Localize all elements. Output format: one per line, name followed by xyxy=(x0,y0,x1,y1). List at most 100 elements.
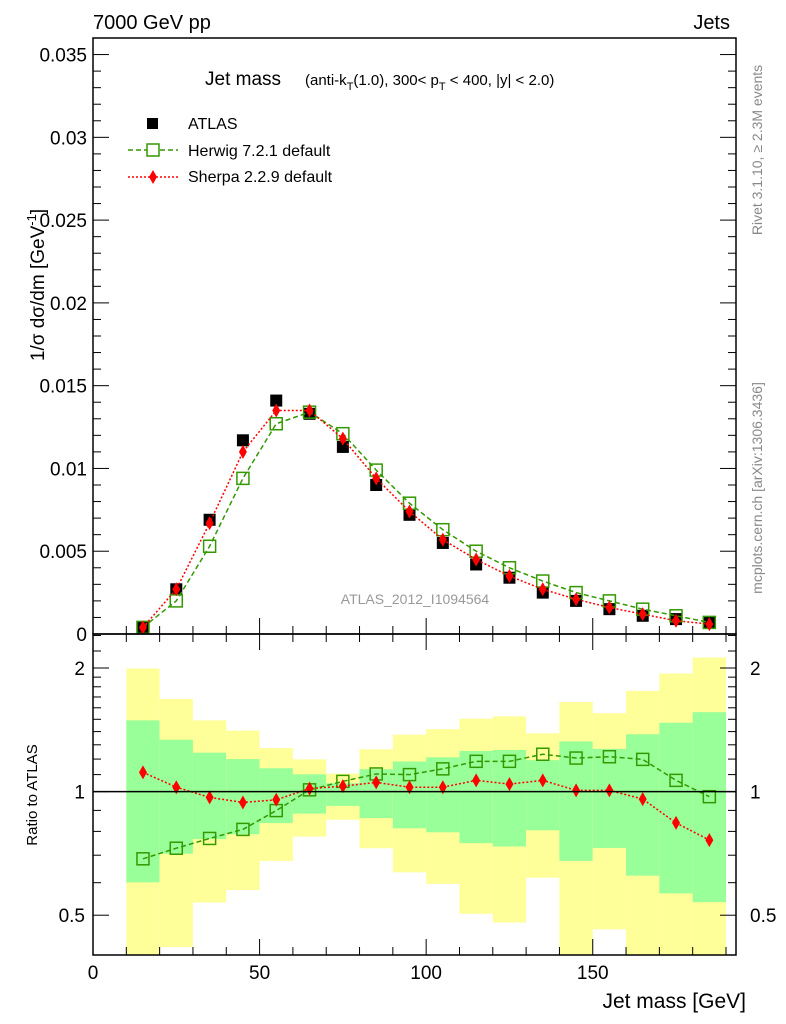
sherpa-point xyxy=(505,569,514,584)
y-tick-label: 0.02 xyxy=(50,294,87,315)
herwig-ratio-point xyxy=(702,789,717,804)
sherpa-point xyxy=(405,504,414,519)
ratio-bands xyxy=(126,657,727,955)
sherpa-point xyxy=(605,600,614,615)
herwig-ratio-point xyxy=(569,751,583,765)
sherpa-ratio-point xyxy=(672,815,681,830)
legend: ATLAS Herwig 7.2.1 default Sherpa 2.2.9 … xyxy=(128,116,333,186)
herwig-ratio-point xyxy=(602,749,617,764)
herwig-ratio-point xyxy=(502,754,517,769)
sherpa-ratio-point xyxy=(605,783,614,798)
sherpa-point xyxy=(705,617,714,632)
x-tick-label: 0 xyxy=(88,963,99,984)
header-right: Jets xyxy=(693,12,730,34)
sherpa-point xyxy=(538,582,547,597)
y-tick-label: 0.005 xyxy=(39,542,87,563)
inner-band-bin xyxy=(559,741,593,861)
legend-atlas-label: ATLAS xyxy=(188,116,238,133)
herwig-ratio-point xyxy=(669,773,683,788)
x-tick-label: 150 xyxy=(577,963,609,984)
legend-herwig-marker xyxy=(146,143,160,157)
inner-band-bin xyxy=(526,760,560,831)
herwig-ratio-point xyxy=(436,762,450,776)
ratio-frame xyxy=(92,633,737,956)
inner-band-bin xyxy=(426,757,460,833)
analysis-watermark: ATLAS_2012_I1094564 xyxy=(341,591,490,607)
sherpa-ratio-point xyxy=(172,780,181,795)
sherpa-ratio-point xyxy=(205,790,214,805)
data-marks xyxy=(136,394,717,866)
legend-sherpa-marker xyxy=(149,170,157,184)
inner-band-bin xyxy=(692,712,727,903)
sherpa-ratio-point xyxy=(405,780,414,795)
sherpa-point xyxy=(372,471,381,486)
inner-band-bin xyxy=(392,761,427,829)
herwig-point xyxy=(202,539,217,554)
sherpa-ratio-point xyxy=(372,775,381,790)
sherpa-point xyxy=(238,444,247,459)
sherpa-ratio-point xyxy=(505,777,514,792)
herwig-ratio-point xyxy=(635,752,650,767)
sherpa-ratio-point xyxy=(438,780,447,795)
y-tick-label: 0 xyxy=(76,625,87,646)
herwig-ratio-point xyxy=(469,754,483,769)
herwig-ratio-point xyxy=(536,747,550,761)
inner-band-bin xyxy=(459,750,493,844)
sherpa-point xyxy=(638,607,647,622)
y-tick-label: 0.015 xyxy=(39,377,87,398)
herwig-point xyxy=(269,416,283,431)
sherpa-ratio-point xyxy=(638,792,647,807)
plot-title-sub: (anti-kT(1.0), 300< pT < 400, |y| < 2.0) xyxy=(305,72,554,93)
inner-band-bin xyxy=(159,739,193,854)
legend-herwig-label: Herwig 7.2.1 default xyxy=(188,143,331,160)
atlas-point xyxy=(336,440,349,453)
rivet-label: Rivet 3.1.10, ≥ 2.3M events xyxy=(749,65,765,235)
x-tick-label: 50 xyxy=(249,963,270,984)
y-axis-label: 1/σ dσ/dm [GeV-1] xyxy=(24,209,49,361)
sherpa-point xyxy=(472,552,481,567)
sherpa-point xyxy=(138,620,147,635)
y-tick-label: 0.03 xyxy=(50,128,87,149)
sherpa-ratio-point xyxy=(238,795,247,810)
herwig-ratio-point xyxy=(202,831,217,846)
y-tick-label: 0.01 xyxy=(50,459,87,480)
sherpa-point xyxy=(205,516,214,531)
ratio-y-tick-label-right: 1 xyxy=(750,783,761,804)
inner-band-bin xyxy=(592,748,627,848)
legend-atlas-marker xyxy=(147,118,158,129)
sherpa-point xyxy=(338,431,347,446)
x-axis-label: Jet mass [GeV] xyxy=(602,990,746,1013)
sherpa-ratio-point xyxy=(138,765,147,780)
mcplots-label: mcplots.cern.ch [arXiv:1306.3436] xyxy=(749,382,765,594)
sherpa-ratio-point xyxy=(705,833,714,848)
herwig-ratio-point xyxy=(169,841,184,855)
sherpa-point xyxy=(305,403,314,418)
ratio-y-label: Ratio to ATLAS xyxy=(24,744,41,845)
ratio-y-tick-label: 1 xyxy=(74,783,85,804)
ratio-y-tick-label-right: 0.5 xyxy=(750,906,776,927)
sherpa-ratio-point xyxy=(572,783,581,798)
header-left: 7000 GeV pp xyxy=(93,12,211,34)
sherpa-point xyxy=(272,403,281,418)
y-tick-label: 0.035 xyxy=(39,46,87,67)
legend-sherpa-label: Sherpa 2.2.9 default xyxy=(188,169,333,186)
y-tick-label: 0.025 xyxy=(39,211,87,232)
inner-band-bin xyxy=(659,722,693,894)
ratio-y-tick-label: 0.5 xyxy=(59,906,85,927)
sherpa-point xyxy=(572,592,581,607)
herwig-ratio-point xyxy=(136,852,150,866)
sherpa-ratio-point xyxy=(338,779,347,794)
sherpa-point xyxy=(672,613,681,628)
sherpa-point xyxy=(438,532,447,547)
ratio-y-tick-label: 2 xyxy=(74,659,85,680)
axes: 0 0.005 0.01 0.015 0.02 0.025 0.03 0.035 0 50 100 1… xyxy=(39,37,776,984)
herwig-point xyxy=(236,471,250,486)
herwig-ratio-point xyxy=(236,822,250,837)
sherpa-ratio-point xyxy=(538,773,547,788)
atlas-point xyxy=(236,434,249,447)
sherpa-ratio-point xyxy=(272,792,281,807)
atlas-point xyxy=(270,394,283,407)
sherpa-point xyxy=(172,582,181,597)
ratio-y-tick-label-right: 2 xyxy=(750,659,761,680)
